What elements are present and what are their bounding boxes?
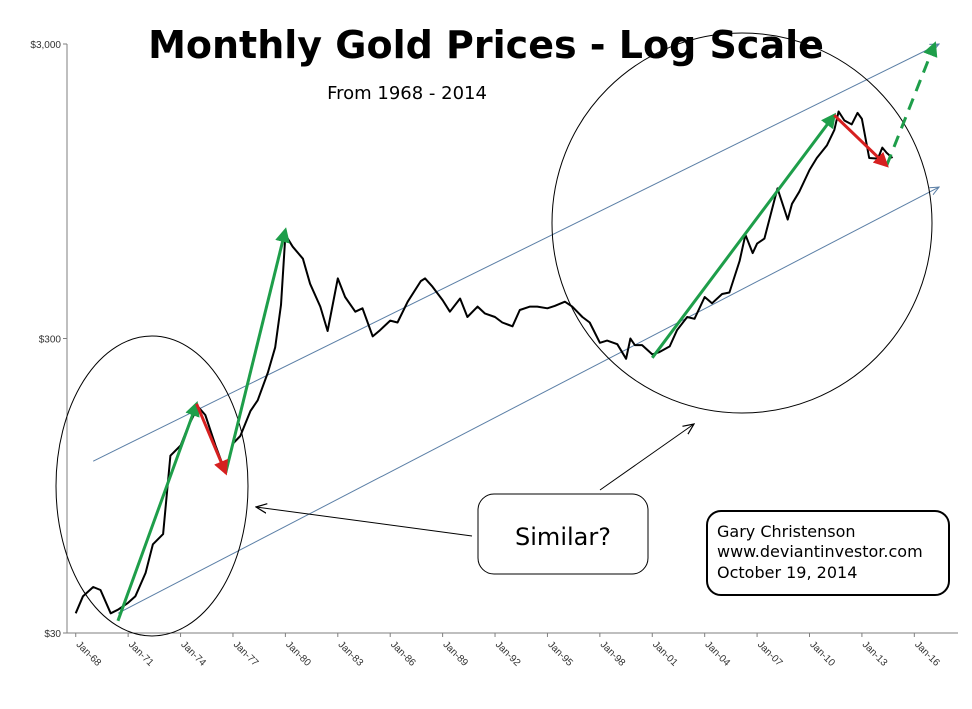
callout-pointer-right xyxy=(599,424,694,491)
y-tick-label: $3,000 xyxy=(30,40,61,51)
trend-channel-line xyxy=(117,187,939,614)
green-arrow xyxy=(224,227,290,474)
credit-website: www.deviantinvestor.com xyxy=(717,542,923,561)
callout-box xyxy=(477,493,649,575)
x-tick-label: Jan-71 xyxy=(126,639,156,669)
credit-name: Gary Christenson xyxy=(717,522,856,541)
x-tick-label: Jan-77 xyxy=(231,639,261,669)
callout-text: Similar? xyxy=(515,523,611,551)
x-tick-label: Jan-07 xyxy=(755,639,785,669)
x-tick-label: Jan-83 xyxy=(336,639,366,669)
y-tick-group: $30 $300 $3,000 xyxy=(30,40,67,640)
chart-title: Monthly Gold Prices - Log Scale xyxy=(148,23,824,67)
y-tick-label: $30 xyxy=(44,629,61,640)
x-tick-label: Jan-13 xyxy=(860,639,890,669)
x-tick-label: Jan-01 xyxy=(650,639,680,669)
chart-subtitle: From 1968 - 2014 xyxy=(327,83,487,104)
x-tick-label: Jan-68 xyxy=(74,639,104,669)
highlight-ellipse-1970s xyxy=(55,335,249,637)
x-tick-label: Jan-98 xyxy=(598,639,628,669)
x-tick-label: Jan-74 xyxy=(178,639,208,669)
credit-box xyxy=(706,510,950,596)
trend-channel-line xyxy=(92,44,939,462)
green-arrow xyxy=(116,401,200,622)
green-arrow xyxy=(651,112,837,359)
x-tick-label: Jan-80 xyxy=(283,639,313,669)
red-arrow xyxy=(195,403,228,476)
red-arrow-group xyxy=(195,114,889,476)
x-tick-label: Jan-16 xyxy=(912,639,942,669)
green-arrow-group xyxy=(116,41,938,622)
green-arrow-projection xyxy=(885,41,938,167)
red-arrow xyxy=(833,114,889,168)
x-tick-label: Jan-04 xyxy=(703,639,733,669)
callout-pointer-left xyxy=(256,507,473,537)
highlight-ellipse-2000s xyxy=(551,32,933,414)
trend-channel xyxy=(92,44,939,614)
y-tick-label: $300 xyxy=(39,335,62,346)
x-tick-label: Jan-10 xyxy=(807,639,837,669)
credit-date: October 19, 2014 xyxy=(717,563,857,582)
x-tick-label: Jan-92 xyxy=(493,639,523,669)
x-tick-label: Jan-86 xyxy=(388,639,418,669)
x-tick-label: Jan-95 xyxy=(545,639,575,669)
x-tick-label: Jan-89 xyxy=(440,639,470,669)
x-tick-group: Jan-68 Jan-71 Jan-74 Jan-77 Jan-80 Jan-83 Jan-… xyxy=(74,633,942,669)
